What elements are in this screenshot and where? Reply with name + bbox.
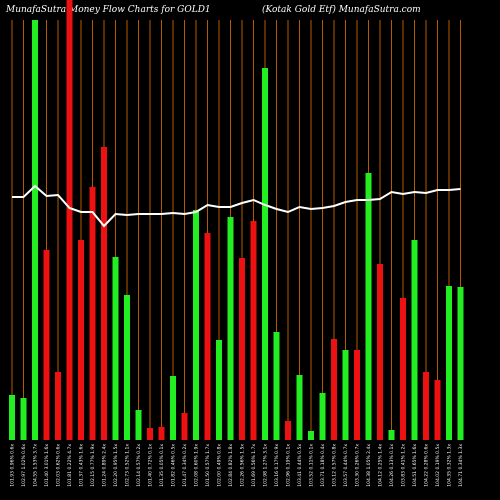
bar [135,410,142,440]
bar [89,187,96,440]
x-tick-label: 101.69 0.56% 1.7x [251,444,257,487]
bar [423,372,429,440]
bar [308,431,314,440]
x-tick-label: 103.71 0.18% 0.4x [320,444,326,487]
x-tick-label: 101.50 0.57% 1.7x [205,444,211,487]
bar [457,287,464,440]
x-tick-label: 103.57 0.44% 0.7x [343,444,349,487]
bar [32,20,38,440]
x-tick-label: 102.84 0.82% 1.8x [228,444,234,487]
x-tick-label: 104.35 0.32% 1.3x [447,444,453,487]
x-tick-label: 101.35 0.05% 0.1x [159,444,165,487]
x-tick-label: 103.83 0.41% 1.2x [401,444,407,487]
bar [296,375,303,440]
x-tick-label: 102.08 0.60% 1.9x [194,444,200,487]
x-tick-label: 101.40 3.01% 1.6x [44,444,50,487]
x-tick-label: 101.82 0.46% 0.5x [171,444,177,487]
x-tick-label: 102.20 0.95% 1.5x [113,444,119,487]
chart-title: MunafaSutra Money Flow Charts for GOLD1 [5,5,211,15]
bar [124,295,130,440]
bar [170,376,176,440]
x-tick-label: 101.81 0.22% 4.7x [67,444,73,487]
x-tick-label: 104.12 0.25% 1.4x [378,444,384,487]
bar [20,398,27,440]
bar [55,372,61,440]
bar [101,147,107,440]
bar [112,257,119,440]
bar [319,393,326,440]
x-tick-label: 102.96 0.19% 0.1x [286,444,292,487]
bar [331,339,337,440]
price-line [12,184,461,228]
x-tick-label: 102.73 0.52% 1.1x [125,444,131,487]
bar [354,350,360,440]
bar [66,0,73,440]
x-tick-label: 101.40 0.72% 0.1x [148,444,154,487]
x-tick-label: 104.71 0.34% 1.3x [458,444,464,487]
x-tick-label: 104.02 0.19% 0.5x [435,444,441,487]
bar [147,428,153,440]
bar [262,68,268,440]
x-tick-label: 104.55 1.53% 3.7x [33,444,39,487]
bar [43,250,50,440]
x-tick-label: 102.03 0.62% 0.6x [56,444,62,487]
x-tick-label: 101.37 0.43% 1.6x [79,444,85,487]
x-tick-label: 102.15 0.77% 1.9x [90,444,96,487]
bar [9,395,15,440]
bar [78,240,84,440]
x-tick-label: 103.41 0.44% 0.5x [297,444,303,487]
x-tick-label: 103.52 0.11% 0.1x [309,444,315,487]
bar [273,332,280,440]
bar [446,286,452,440]
chart-subtitle: (Kotak Gold Etf) MunafaSutra.com [262,4,421,15]
x-tick-label: 104.51 0.65% 1.6x [412,444,418,487]
bar [239,258,245,440]
bar [250,221,257,440]
x-tick-label: 101.24 0.89% 2.4x [102,444,108,487]
x-tick-label: 102.00 0.49% 0.8x [217,444,223,487]
x-tick-label: 101.93 0.96% 0.6x [10,444,16,487]
x-tick-label: 103.16 0.17% 0.9x [274,444,280,487]
bar [377,264,383,440]
bar [204,233,211,440]
bar [285,421,291,440]
bar [365,173,372,440]
bar [158,427,165,440]
x-tick-label: 104.26 0.13% 0.1x [389,444,395,487]
x-tick-label: 101.47 0.34% 0.2x [182,444,188,487]
bar [193,210,199,440]
bar [216,340,222,440]
x-tick-label: 103.12 0.57% 0.8x [332,444,338,487]
x-tick-label: 104.38 1.05% 2.4x [366,444,372,487]
bar [434,380,441,440]
x-tick-label: 102.14 0.57% 0.2x [136,444,142,487]
x-tick-label: 102.98 1.27% 3.1x [263,444,269,487]
x-tick-label: 103.30 0.26% 0.7x [355,444,361,487]
bar [388,430,395,440]
bar [227,217,234,440]
bar [181,413,188,440]
x-tick-label: 102.97 1.02% 0.6x [21,444,27,487]
bar [342,350,349,440]
x-tick-label: 102.26 0.56% 1.5x [240,444,246,487]
bar [411,240,418,440]
x-tick-label: 104.22 0.28% 0.6x [424,444,430,487]
bar [400,298,406,440]
